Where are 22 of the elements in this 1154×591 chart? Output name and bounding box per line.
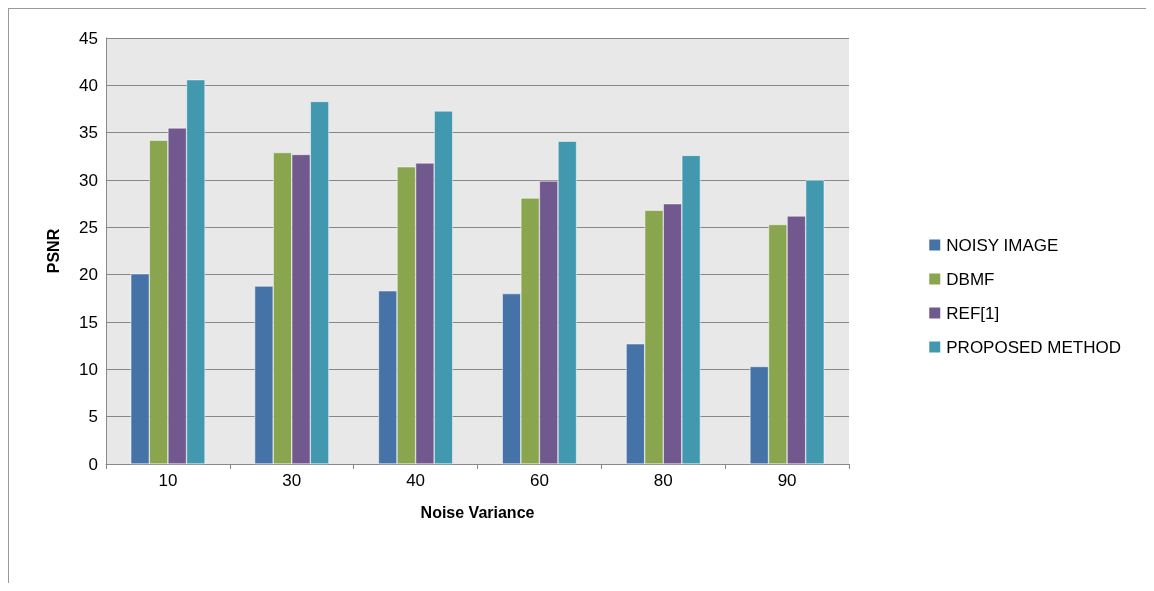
y-tick-label: 35 [79, 123, 98, 143]
y-tick-label: 45 [79, 28, 98, 48]
x-axis-title: Noise Variance [420, 503, 535, 521]
legend-label: DBMF [946, 269, 995, 289]
x-tick-label: 10 [158, 471, 178, 490]
x-tick-label: 90 [777, 471, 797, 490]
legend-label: REF[1] [946, 303, 1000, 323]
y-tick-label: 5 [88, 407, 98, 427]
legend-label: PROPOSED METHOD [946, 337, 1122, 357]
y-tick-label: 30 [79, 170, 98, 190]
y-tick-label: 15 [79, 312, 98, 332]
x-tick-label: 80 [653, 471, 673, 490]
x-tick-label: 40 [406, 471, 426, 490]
legend-label: NOISY IMAGE [946, 235, 1059, 255]
y-tick-label: 40 [79, 75, 98, 95]
y-axis-title: PSNR [44, 228, 62, 274]
x-tick-label: 60 [529, 471, 549, 490]
y-tick-label: 0 [88, 454, 98, 474]
x-tick-label: 30 [282, 471, 302, 490]
y-tick-label: 25 [79, 217, 98, 237]
y-tick-label: 20 [79, 265, 98, 285]
y-tick-label: 10 [79, 359, 98, 379]
